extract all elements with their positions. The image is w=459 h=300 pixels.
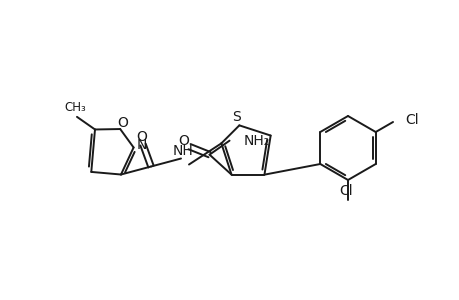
Text: S: S (231, 110, 240, 124)
Text: O: O (178, 134, 189, 148)
Text: Cl: Cl (338, 184, 352, 198)
Text: O: O (117, 116, 127, 130)
Text: NH: NH (172, 143, 193, 158)
Text: N: N (136, 139, 146, 152)
Text: O: O (136, 130, 147, 143)
Text: CH₃: CH₃ (64, 101, 86, 114)
Text: NH₂: NH₂ (243, 134, 269, 148)
Text: Cl: Cl (404, 113, 418, 127)
